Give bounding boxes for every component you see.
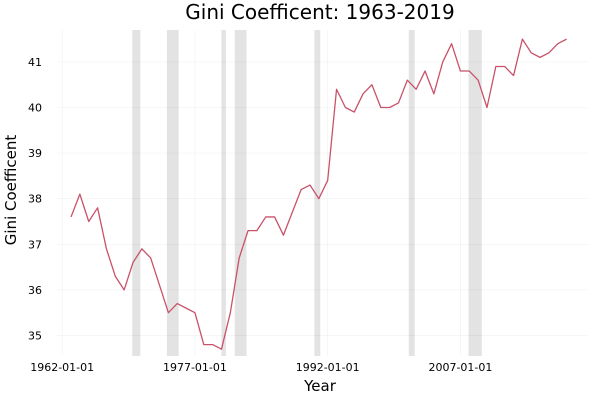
recession-band	[234, 30, 247, 356]
chart-title: Gini Coefficent: 1963-2019	[185, 0, 454, 24]
x-axis-label: Year	[303, 377, 337, 395]
x-tick-label: 1962-01-01	[30, 361, 94, 374]
recession-band	[221, 30, 226, 356]
grid	[57, 30, 588, 356]
recession-band	[132, 30, 141, 356]
x-tick-label: 1977-01-01	[163, 361, 227, 374]
series-line	[70, 38, 567, 350]
x-tick-label: 2007-01-01	[428, 361, 492, 374]
y-tick-label: 39	[28, 147, 42, 160]
y-tick-label: 40	[28, 102, 42, 115]
y-tick-label: 41	[28, 56, 42, 69]
x-tick-label: 1992-01-01	[296, 361, 360, 374]
y-axis-label: Gini Coefficent	[2, 135, 20, 246]
recession-band	[166, 30, 179, 356]
x-tick-labels: 1962-01-01 1977-01-01 1992-01-01 2007-01-01	[30, 361, 492, 374]
recession-band	[314, 30, 321, 356]
y-tick-label: 36	[28, 284, 42, 297]
recession-band	[408, 30, 415, 356]
y-tick-labels: 35 36 37 38 39 40 41	[28, 56, 42, 343]
recession-bands	[132, 30, 482, 356]
series-layer	[70, 38, 567, 350]
y-tick-label: 37	[28, 238, 42, 251]
recession-band	[468, 30, 482, 356]
y-tick-label: 38	[28, 193, 42, 206]
y-tick-label: 35	[28, 329, 42, 342]
